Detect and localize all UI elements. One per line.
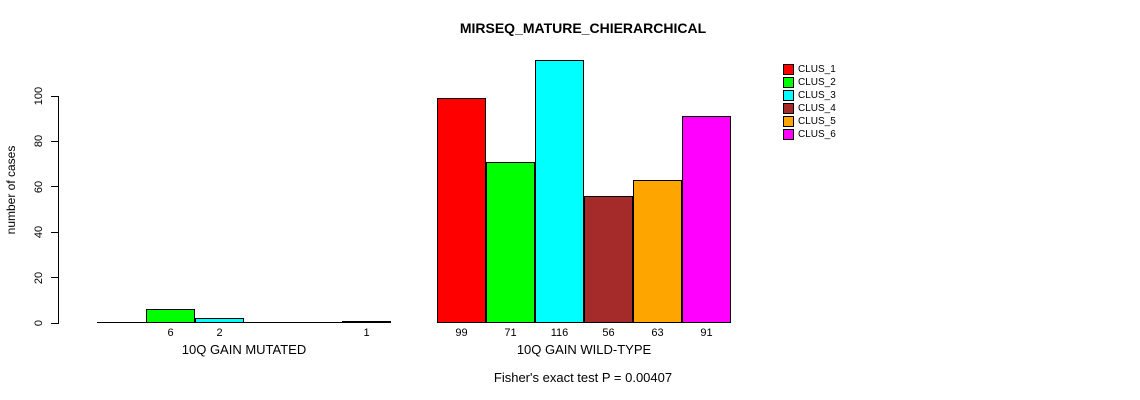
bar <box>195 318 244 323</box>
bar <box>486 161 535 323</box>
bar-value-label: 2 <box>216 327 223 339</box>
chart-title: MIRSEQ_MATURE_CHIERARCHICAL <box>459 20 707 36</box>
bar <box>146 309 195 323</box>
bar-value-label: 71 <box>504 327 517 339</box>
bar-value-label: 1 <box>363 327 370 339</box>
bar-value-label: 116 <box>550 327 569 339</box>
legend-label: CLUS_3 <box>798 90 836 101</box>
legend-swatch <box>783 64 794 75</box>
bar <box>342 320 391 323</box>
legend-label: CLUS_1 <box>798 64 836 75</box>
legend-swatch <box>783 103 794 114</box>
bar-value-label: 56 <box>602 327 615 339</box>
y-tick <box>51 186 58 188</box>
bar-value-label: 6 <box>167 327 174 339</box>
legend-label: CLUS_5 <box>798 116 836 127</box>
bar <box>437 98 486 323</box>
legend-label: CLUS_6 <box>798 129 836 140</box>
y-tick <box>51 277 58 279</box>
group-baseline <box>97 322 391 323</box>
legend-label: CLUS_4 <box>798 103 836 114</box>
bar-value-label: 91 <box>700 327 713 339</box>
legend-label: CLUS_2 <box>798 77 836 88</box>
y-tick <box>51 231 58 233</box>
bar <box>682 116 731 323</box>
legend-swatch <box>783 90 794 101</box>
legend-swatch <box>783 129 794 140</box>
y-tick <box>51 95 58 97</box>
legend-swatch <box>783 116 794 127</box>
bar <box>584 195 633 323</box>
bar <box>633 179 682 323</box>
bar-value-label: 99 <box>455 327 468 339</box>
y-axis-line <box>58 96 59 324</box>
legend-swatch <box>783 77 794 88</box>
bar <box>535 59 584 323</box>
group-label: 10Q GAIN MUTATED <box>181 342 307 357</box>
y-tick <box>51 322 58 324</box>
bar-value-label: 63 <box>651 327 664 339</box>
group-label: 10Q GAIN WILD-TYPE <box>516 342 652 357</box>
footnote-fisher-test: Fisher's exact test P = 0.00407 <box>493 370 673 385</box>
y-tick <box>51 140 58 142</box>
